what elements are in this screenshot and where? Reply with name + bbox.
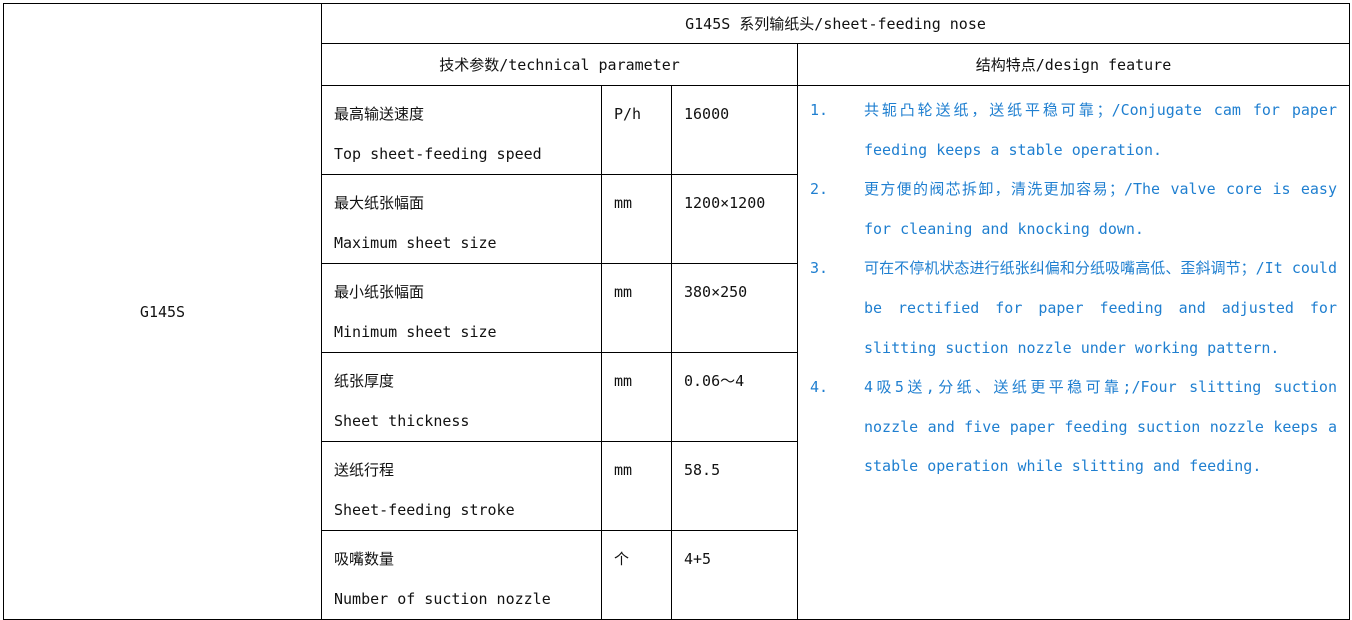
param-unit: mm (601, 352, 672, 442)
table-row: 最高输送速度 Top sheet-feeding speed P/h 16000 … (4, 85, 1350, 620)
table-row: 送纸行程 Sheet-feeding stroke mm 58.5 (4, 441, 1350, 531)
param-name-en: Minimum sheet size (334, 323, 497, 341)
param-value: 0.06～4 (671, 352, 798, 442)
table-title: G145S 系列输纸头/sheet-feeding nose (321, 3, 1350, 44)
feature-number: 4. (810, 378, 829, 397)
param-name: 吸嘴数量 Number of suction nozzle (321, 530, 602, 620)
feature-item: 2. 更方便的阀芯拆卸，清洗更加容易；/The valve core is eas… (810, 170, 1337, 249)
param-value: 16000 (671, 85, 798, 175)
param-name-en: Top sheet-feeding speed (334, 145, 542, 163)
param-name: 最小纸张幅面 Minimum sheet size (321, 263, 602, 353)
param-name-zh: 送纸行程 (334, 461, 395, 479)
param-name: 最高输送速度 Top sheet-feeding speed (321, 85, 602, 175)
param-name: 送纸行程 Sheet-feeding stroke (321, 441, 602, 531)
param-name-en: Maximum sheet size (334, 234, 497, 252)
param-name: 纸张厚度 Sheet thickness (321, 352, 602, 442)
feature-text: 4吸5送,分纸、送纸更平稳可靠;/Four slitting suction n… (864, 378, 1337, 476)
features-cell: 1. 共轭凸轮送纸，送纸平稳可靠；/Conjugate cam for paper… (797, 85, 1350, 620)
feature-text: 共轭凸轮送纸，送纸平稳可靠；/Conjugate cam for paper f… (864, 101, 1337, 159)
table-row: 最大纸张幅面 Maximum sheet size mm 1200×1200 (4, 174, 1350, 264)
param-unit: P/h (601, 85, 672, 175)
param-name-zh: 最高输送速度 (334, 105, 425, 123)
param-name-en: Sheet-feeding stroke (334, 501, 515, 519)
feature-item: 1. 共轭凸轮送纸，送纸平稳可靠；/Conjugate cam for paper… (810, 91, 1337, 170)
feature-number: 2. (810, 180, 829, 199)
param-name: 最大纸张幅面 Maximum sheet size (321, 174, 602, 264)
param-unit: mm (601, 441, 672, 531)
param-unit: mm (601, 263, 672, 353)
param-value: 4+5 (671, 530, 798, 620)
param-value: 380×250 (671, 263, 798, 353)
feature-text: 可在不停机状态进行纸张纠偏和分纸吸嘴高低、歪斜调节；/It could be r… (864, 259, 1337, 357)
param-name-zh: 最大纸张幅面 (334, 194, 425, 212)
param-unit: 个 (601, 530, 672, 620)
param-value: 58.5 (671, 441, 798, 531)
param-name-en: Number of suction nozzle (334, 590, 551, 608)
feature-item: 3. 可在不停机状态进行纸张纠偏和分纸吸嘴高低、歪斜调节；/It could be… (810, 249, 1337, 368)
feature-number: 3. (810, 259, 829, 278)
params-header: 技术参数/technical parameter (321, 43, 798, 86)
param-name-zh: 纸张厚度 (334, 372, 395, 390)
model-cell: G145S (3, 3, 322, 620)
param-name-zh: 吸嘴数量 (334, 550, 395, 568)
param-value: 1200×1200 (671, 174, 798, 264)
param-name-en: Sheet thickness (334, 412, 470, 430)
table-row: 最小纸张幅面 Minimum sheet size mm 380×250 (4, 263, 1350, 353)
features-header: 结构特点/design feature (797, 43, 1350, 86)
feature-text: 更方便的阀芯拆卸，清洗更加容易；/The valve core is easy … (864, 180, 1337, 238)
spec-table: G145S G145S 系列输纸头/sheet-feeding nose 技术参… (3, 3, 1350, 620)
feature-number: 1. (810, 101, 829, 119)
feature-item: 4. 4吸5送,分纸、送纸更平稳可靠;/Four slitting suction… (810, 368, 1337, 487)
param-name-zh: 最小纸张幅面 (334, 283, 425, 301)
param-unit: mm (601, 174, 672, 264)
